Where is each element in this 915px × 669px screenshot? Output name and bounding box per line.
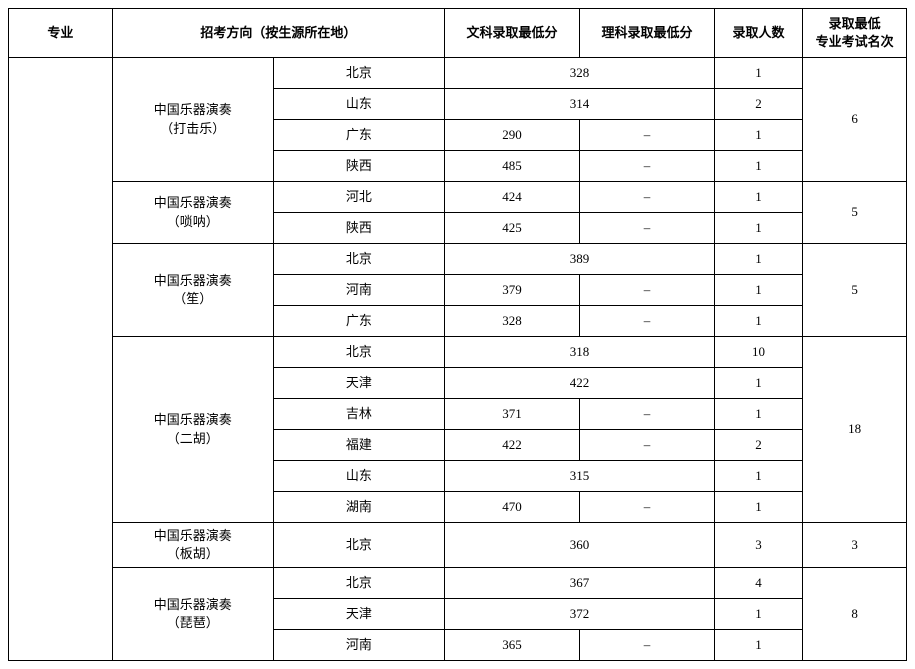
cell-arts-score: 328 [445, 306, 580, 337]
cell-direction: 中国乐器演奏（板胡） [112, 523, 273, 568]
cell-admit-count: 1 [714, 151, 802, 182]
cell-sci-score: – [579, 151, 714, 182]
cell-score-merged: 389 [445, 244, 715, 275]
cell-score-merged: 314 [445, 89, 715, 120]
cell-province: 广东 [273, 120, 444, 151]
header-rank-min: 录取最低专业考试名次 [803, 9, 907, 58]
cell-admit-count: 1 [714, 461, 802, 492]
cell-province: 北京 [273, 568, 444, 599]
cell-province: 北京 [273, 523, 444, 568]
cell-admit-count: 1 [714, 306, 802, 337]
cell-admit-count: 1 [714, 182, 802, 213]
cell-sci-score: – [579, 182, 714, 213]
cell-rank-min: 5 [803, 182, 907, 244]
cell-admit-count: 1 [714, 599, 802, 630]
cell-admit-count: 1 [714, 275, 802, 306]
cell-sci-score: – [579, 120, 714, 151]
cell-admit-count: 1 [714, 58, 802, 89]
table-row: 中国乐器演奏（唢呐）河北424–15 [9, 182, 907, 213]
cell-score-merged: 360 [445, 523, 715, 568]
cell-direction: 中国乐器演奏（琵琶） [112, 568, 273, 661]
cell-arts-score: 424 [445, 182, 580, 213]
cell-admit-count: 1 [714, 492, 802, 523]
cell-direction: 中国乐器演奏（二胡） [112, 337, 273, 523]
cell-admit-count: 10 [714, 337, 802, 368]
cell-direction: 中国乐器演奏（打击乐） [112, 58, 273, 182]
cell-rank-min: 6 [803, 58, 907, 182]
cell-arts-score: 290 [445, 120, 580, 151]
cell-sci-score: – [579, 399, 714, 430]
cell-rank-min: 18 [803, 337, 907, 523]
table-row: 中国乐器演奏（琵琶）北京36748 [9, 568, 907, 599]
table-row: 中国乐器演奏（二胡）北京3181018 [9, 337, 907, 368]
cell-arts-score: 371 [445, 399, 580, 430]
cell-arts-score: 422 [445, 430, 580, 461]
table-row: 中国乐器演奏（打击乐）北京32816 [9, 58, 907, 89]
cell-admit-count: 4 [714, 568, 802, 599]
cell-arts-score: 470 [445, 492, 580, 523]
header-sci-min: 理科录取最低分 [579, 9, 714, 58]
cell-admit-count: 1 [714, 120, 802, 151]
cell-sci-score: – [579, 213, 714, 244]
cell-admit-count: 1 [714, 630, 802, 661]
cell-province: 吉林 [273, 399, 444, 430]
cell-rank-min: 8 [803, 568, 907, 661]
cell-province: 河南 [273, 630, 444, 661]
cell-major [9, 58, 113, 661]
cell-score-merged: 315 [445, 461, 715, 492]
cell-sci-score: – [579, 275, 714, 306]
cell-arts-score: 425 [445, 213, 580, 244]
cell-score-merged: 328 [445, 58, 715, 89]
cell-score-merged: 422 [445, 368, 715, 399]
cell-score-merged: 372 [445, 599, 715, 630]
cell-arts-score: 365 [445, 630, 580, 661]
cell-province: 北京 [273, 337, 444, 368]
cell-score-merged: 367 [445, 568, 715, 599]
cell-province: 山东 [273, 461, 444, 492]
cell-province: 山东 [273, 89, 444, 120]
cell-admit-count: 1 [714, 368, 802, 399]
cell-province: 天津 [273, 599, 444, 630]
cell-sci-score: – [579, 492, 714, 523]
table-row: 中国乐器演奏（板胡）北京36033 [9, 523, 907, 568]
cell-province: 湖南 [273, 492, 444, 523]
cell-admit-count: 1 [714, 213, 802, 244]
cell-province: 陕西 [273, 151, 444, 182]
table-row: 中国乐器演奏（笙）北京38915 [9, 244, 907, 275]
header-direction: 招考方向（按生源所在地） [112, 9, 444, 58]
cell-province: 河北 [273, 182, 444, 213]
cell-province: 北京 [273, 58, 444, 89]
cell-province: 河南 [273, 275, 444, 306]
cell-admit-count: 2 [714, 89, 802, 120]
cell-admit-count: 3 [714, 523, 802, 568]
cell-score-merged: 318 [445, 337, 715, 368]
cell-direction: 中国乐器演奏（唢呐） [112, 182, 273, 244]
cell-sci-score: – [579, 306, 714, 337]
cell-province: 福建 [273, 430, 444, 461]
cell-admit-count: 2 [714, 430, 802, 461]
cell-province: 广东 [273, 306, 444, 337]
cell-rank-min: 3 [803, 523, 907, 568]
cell-province: 天津 [273, 368, 444, 399]
cell-sci-score: – [579, 430, 714, 461]
cell-sci-score: – [579, 630, 714, 661]
cell-arts-score: 379 [445, 275, 580, 306]
header-arts-min: 文科录取最低分 [445, 9, 580, 58]
cell-admit-count: 1 [714, 244, 802, 275]
cell-arts-score: 485 [445, 151, 580, 182]
header-row: 专业 招考方向（按生源所在地） 文科录取最低分 理科录取最低分 录取人数 录取最… [9, 9, 907, 58]
cell-direction: 中国乐器演奏（笙） [112, 244, 273, 337]
header-admit-count: 录取人数 [714, 9, 802, 58]
cell-province: 北京 [273, 244, 444, 275]
admissions-table: 专业 招考方向（按生源所在地） 文科录取最低分 理科录取最低分 录取人数 录取最… [8, 8, 907, 661]
cell-rank-min: 5 [803, 244, 907, 337]
header-major: 专业 [9, 9, 113, 58]
cell-admit-count: 1 [714, 399, 802, 430]
cell-province: 陕西 [273, 213, 444, 244]
